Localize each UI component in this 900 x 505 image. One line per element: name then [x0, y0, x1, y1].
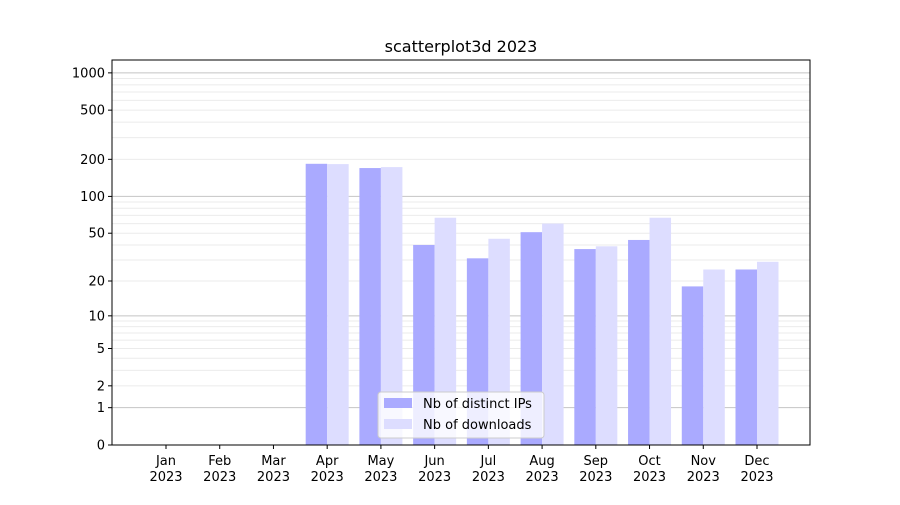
x-tick-label-year: 2023	[257, 470, 290, 485]
x-tick-label-month: Apr	[316, 454, 339, 469]
y-tick-label: 20	[88, 275, 105, 290]
y-tick-label: 0	[97, 439, 105, 454]
bar-downloads	[595, 246, 618, 445]
x-tick-label-year: 2023	[311, 470, 344, 485]
y-tick-label: 500	[80, 104, 105, 119]
y-tick-label: 1	[97, 401, 105, 416]
bar-distinct-ips	[359, 168, 381, 446]
y-tick-label: 5	[97, 342, 105, 357]
x-tick-label-year: 2023	[526, 470, 559, 485]
x-tick-label-month: Mar	[261, 454, 286, 469]
chart-title: scatterplot3d 2023	[385, 37, 538, 56]
x-tick-label-month: Sep	[584, 454, 609, 469]
bar-distinct-ips	[628, 239, 650, 445]
bar-downloads	[703, 269, 725, 445]
x-tick-label-month: Aug	[529, 454, 554, 469]
x-tick-label-year: 2023	[472, 470, 505, 485]
axes-frame	[111, 59, 811, 446]
y-tick-label: 50	[88, 227, 105, 242]
x-tick-label-year: 2023	[633, 470, 666, 485]
y-tick-label: 10	[88, 309, 105, 324]
x-tick-label-month: Dec	[744, 454, 769, 469]
x-tick-label-month: Jan	[155, 454, 176, 469]
x-tick-label-year: 2023	[687, 470, 720, 485]
bar-distinct-ips	[681, 286, 704, 445]
bar-distinct-ips	[305, 163, 328, 445]
legend-label: Nb of distinct IPs	[423, 397, 532, 412]
x-tick-label-year: 2023	[579, 470, 612, 485]
bar-downloads	[327, 164, 349, 445]
x-tick-label-month: Feb	[208, 454, 231, 469]
y-tick-label: 200	[80, 153, 105, 168]
bar-downloads	[542, 223, 564, 445]
x-tick-label-year: 2023	[203, 470, 236, 485]
bar-downloads	[649, 217, 672, 445]
y-tick-label: 1000	[72, 66, 105, 81]
legend-label: Nb of downloads	[423, 418, 532, 433]
bar-downloads	[757, 261, 779, 445]
x-tick-label-month: Nov	[691, 454, 717, 469]
x-tick-label-month: Jun	[423, 454, 444, 469]
x-tick-label-year: 2023	[364, 470, 397, 485]
bar-distinct-ips	[574, 249, 596, 445]
legend-swatch	[384, 398, 412, 408]
bar-downloads	[380, 167, 403, 445]
x-tick-label-year: 2023	[418, 470, 451, 485]
bar-downloads	[434, 217, 457, 445]
legend-box	[377, 391, 545, 439]
legend-swatch	[384, 419, 412, 429]
bar-distinct-ips	[735, 269, 757, 445]
y-tick-label: 2	[97, 379, 105, 394]
y-tick-label: 100	[80, 190, 105, 205]
x-tick-label-month: Oct	[638, 454, 660, 469]
x-tick-label-month: May	[367, 454, 394, 469]
x-tick-label-month: Jul	[480, 454, 497, 469]
x-tick-label-year: 2023	[149, 470, 182, 485]
x-tick-label-year: 2023	[740, 470, 773, 485]
